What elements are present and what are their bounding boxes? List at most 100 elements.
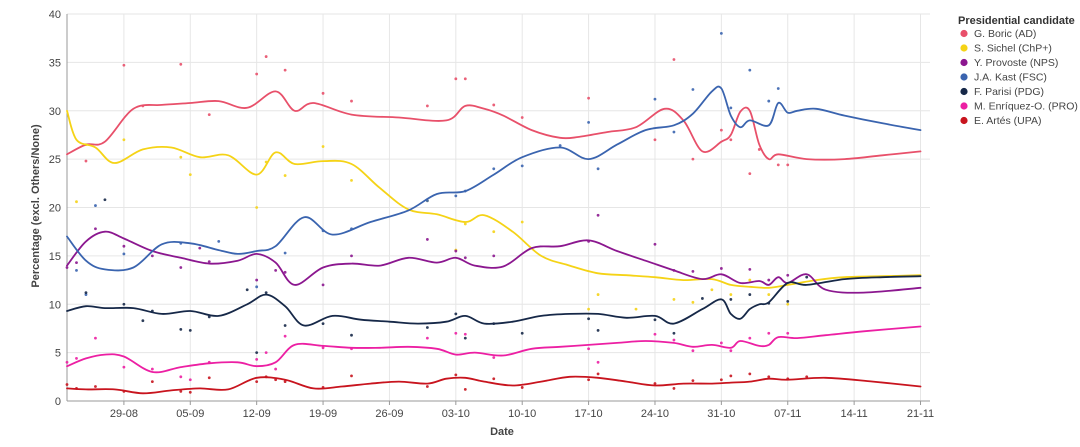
poll-point-j-a-kast-fsc xyxy=(653,97,657,101)
poll-point-g-boric-ad xyxy=(520,116,524,119)
poll-point-s-sichel-chp xyxy=(492,230,496,234)
poll-point-e-art-s-upa xyxy=(179,389,183,393)
poll-point-j-a-kast-fsc xyxy=(75,268,78,272)
x-tick-label: 31-10 xyxy=(707,408,735,420)
poll-point-s-sichel-chp xyxy=(463,222,467,226)
poll-point-m-enr-quez-o-pro xyxy=(150,367,154,371)
x-tick-label: 10-10 xyxy=(508,408,536,420)
poll-point-m-enr-quez-o-pro xyxy=(122,365,126,369)
poll-point-m-enr-quez-o-pro xyxy=(425,336,429,340)
poll-point-s-sichel-chp xyxy=(122,138,126,142)
poll-point-f-parisi-pdg xyxy=(122,302,126,306)
legend-swatch-j-a-kast-fsc xyxy=(960,73,968,81)
poll-point-j-a-kast-fsc xyxy=(122,252,126,256)
poll-point-g-boric-ad xyxy=(492,103,496,107)
poll-point-f-parisi-pdg xyxy=(103,198,107,202)
poll-points xyxy=(65,31,809,394)
poll-point-f-parisi-pdg xyxy=(425,326,429,329)
poll-point-m-enr-quez-o-pro xyxy=(321,346,325,350)
poll-point-j-a-kast-fsc xyxy=(748,68,752,72)
y-axis-title: Percentage (excl. Others/None) xyxy=(30,124,42,288)
poll-point-s-sichel-chp xyxy=(691,300,695,304)
poll-point-s-sichel-chp xyxy=(786,302,790,306)
poll-point-j-a-kast-fsc xyxy=(672,130,676,134)
poll-point-e-art-s-upa xyxy=(350,374,353,378)
poll-point-f-parisi-pdg xyxy=(520,331,524,335)
poll-point-g-boric-ad xyxy=(350,99,353,103)
poll-point-m-enr-quez-o-pro xyxy=(672,338,676,342)
poll-point-m-enr-quez-o-pro xyxy=(653,332,657,336)
x-tick-label: 03-10 xyxy=(442,408,470,420)
poll-point-j-a-kast-fsc xyxy=(691,88,695,91)
poll-point-s-sichel-chp xyxy=(188,173,192,177)
poll-point-g-boric-ad xyxy=(719,128,723,132)
poll-point-y-provoste-nps xyxy=(207,260,211,264)
x-tick-label: 19-09 xyxy=(309,408,337,420)
poll-point-e-art-s-upa xyxy=(587,378,590,382)
poll-point-s-sichel-chp xyxy=(729,293,733,296)
poll-point-f-parisi-pdg xyxy=(321,322,325,325)
x-tick-label: 29-08 xyxy=(110,408,138,420)
poll-point-m-enr-quez-o-pro xyxy=(596,360,600,364)
trend-line-j-a-kast-fsc xyxy=(66,85,922,272)
legend-label-j-a-kast-fsc: J.A. Kast (FSC) xyxy=(974,72,1047,84)
legend-swatch-f-parisi-pdg xyxy=(960,87,968,96)
poll-point-g-boric-ad xyxy=(122,63,126,67)
poll-point-s-sichel-chp xyxy=(634,307,638,311)
poll-point-f-parisi-pdg xyxy=(805,275,809,279)
legend-label-s-sichel-chp: S. Sichel (ChP+) xyxy=(974,43,1052,55)
poll-point-e-art-s-upa xyxy=(255,380,259,384)
poll-point-f-parisi-pdg xyxy=(454,312,458,316)
y-tick-label: 40 xyxy=(49,9,61,21)
poll-point-m-enr-quez-o-pro xyxy=(75,357,78,360)
poll-point-f-parisi-pdg xyxy=(188,328,192,332)
poll-point-g-boric-ad xyxy=(729,138,733,142)
y-tick-label: 35 xyxy=(49,57,61,69)
poll-point-j-a-kast-fsc xyxy=(492,167,496,171)
poll-point-y-provoste-nps xyxy=(94,227,97,231)
poll-point-e-art-s-upa xyxy=(283,380,287,384)
poll-point-m-enr-quez-o-pro xyxy=(255,357,259,361)
poll-point-j-a-kast-fsc xyxy=(283,251,287,255)
x-tick-label: 17-10 xyxy=(575,408,603,420)
poll-point-m-enr-quez-o-pro xyxy=(719,341,723,345)
poll-point-y-provoste-nps xyxy=(179,266,183,269)
poll-point-g-boric-ad xyxy=(283,68,287,72)
poll-point-g-boric-ad xyxy=(321,91,325,95)
poll-point-g-boric-ad xyxy=(255,72,259,76)
poll-point-j-a-kast-fsc xyxy=(558,144,562,147)
poll-point-y-provoste-nps xyxy=(492,254,496,258)
poll-point-g-boric-ad xyxy=(757,148,761,151)
poll-point-j-a-kast-fsc xyxy=(729,106,733,110)
poll-point-f-parisi-pdg xyxy=(653,318,657,322)
poll-point-f-parisi-pdg xyxy=(587,317,590,321)
poll-point-e-art-s-upa xyxy=(463,387,467,391)
poll-point-f-parisi-pdg xyxy=(245,288,249,292)
legend-title: Presidential candidate xyxy=(958,15,1075,27)
poll-point-f-parisi-pdg xyxy=(255,351,259,355)
poll-point-y-provoste-nps xyxy=(653,242,657,246)
poll-point-m-enr-quez-o-pro xyxy=(748,336,752,340)
poll-point-e-art-s-upa xyxy=(767,375,771,379)
poll-point-e-art-s-upa xyxy=(748,372,752,376)
poll-point-f-parisi-pdg xyxy=(672,331,676,335)
legend-swatch-s-sichel-chp xyxy=(960,44,968,52)
trend-line-s-sichel-chp xyxy=(66,109,922,289)
poll-point-y-provoste-nps xyxy=(425,238,429,241)
poll-point-y-provoste-nps xyxy=(691,269,695,273)
poll-point-f-parisi-pdg xyxy=(700,297,704,300)
legend-label-y-provoste-nps: Y. Provoste (NPS) xyxy=(974,57,1058,69)
poll-point-y-provoste-nps xyxy=(321,283,325,287)
poll-point-s-sichel-chp xyxy=(255,206,259,209)
poll-point-s-sichel-chp xyxy=(75,200,78,204)
poll-point-g-boric-ad xyxy=(179,62,183,66)
legend-label-g-boric-ad: G. Boric (AD) xyxy=(974,28,1036,40)
poll-point-g-boric-ad xyxy=(207,113,211,117)
poll-point-m-enr-quez-o-pro xyxy=(729,349,733,353)
poll-point-m-enr-quez-o-pro xyxy=(691,349,695,353)
poll-point-e-art-s-upa xyxy=(596,372,600,376)
poll-point-s-sichel-chp xyxy=(767,293,771,296)
poll-point-g-boric-ad xyxy=(587,96,590,100)
poll-point-f-parisi-pdg xyxy=(283,324,287,327)
poll-point-e-art-s-upa xyxy=(207,376,211,380)
